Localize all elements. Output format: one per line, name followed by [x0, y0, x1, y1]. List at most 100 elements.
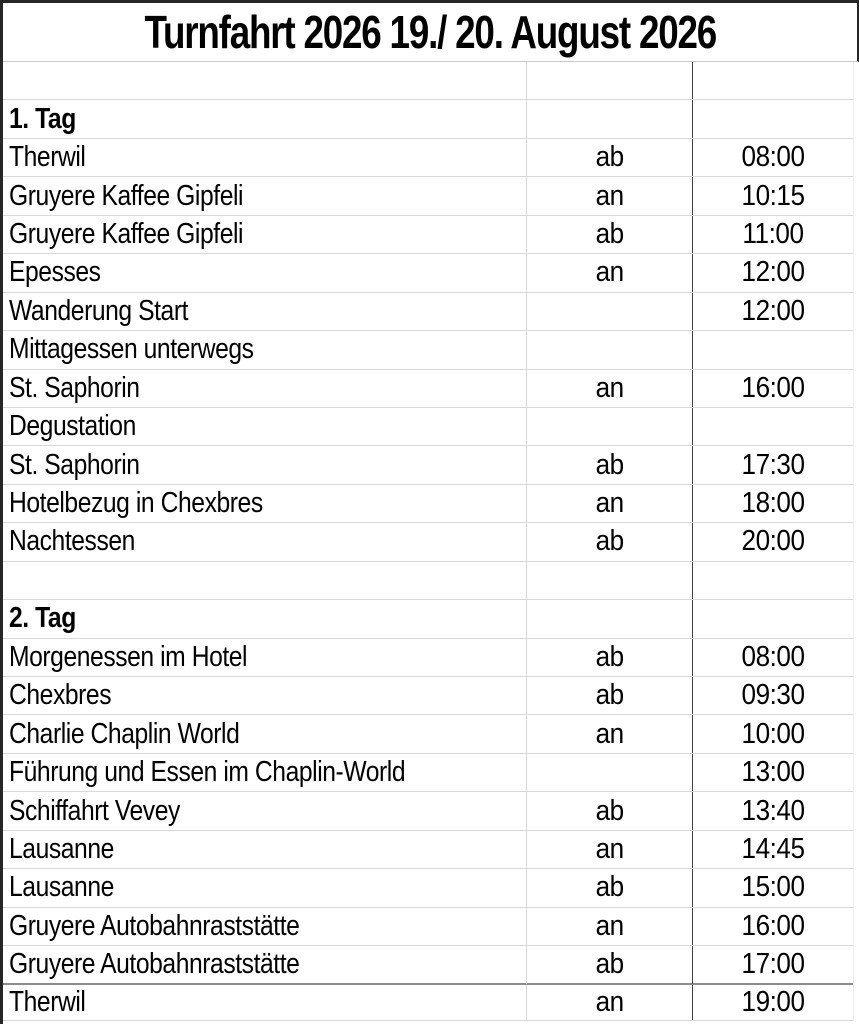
- row-description-cell: 1. Tag: [3, 100, 527, 138]
- row-description: Führung und Essen im Chaplin-World: [9, 756, 406, 789]
- row-description-cell: Wanderung Start: [3, 292, 527, 331]
- row-time: 09:30: [741, 679, 805, 712]
- row-description-cell: [3, 561, 527, 600]
- row-time-cell: 08:00: [693, 639, 853, 676]
- row-description-cell: 2. Tag: [3, 600, 527, 638]
- row-description: Gruyere Autobahnraststätte: [9, 909, 300, 942]
- table-row: Lausanne an 14:45: [3, 830, 853, 870]
- row-description-cell: Lausanne: [3, 830, 527, 869]
- row-direction-cell: ab: [527, 215, 693, 254]
- row-direction: an: [595, 909, 624, 942]
- row-time-cell: 08:00: [693, 139, 853, 176]
- row-description: Lausanne: [9, 832, 114, 865]
- row-direction-cell: an: [527, 907, 693, 946]
- table-row: Schiffahrt Vevey ab 13:40: [3, 792, 853, 831]
- row-direction-cell: an: [527, 254, 693, 292]
- row-time: 17:00: [741, 948, 805, 981]
- row-time-cell: [693, 62, 853, 99]
- table-row: Epesses an 12:00: [3, 254, 853, 293]
- row-direction: ab: [595, 217, 624, 250]
- row-direction-cell: ab: [527, 138, 693, 177]
- row-description-cell: Nachtessen: [3, 523, 527, 561]
- row-direction: ab: [595, 640, 624, 673]
- row-time: 18:00: [741, 487, 805, 520]
- row-description-cell: Hotelbezug in Chexbres: [3, 484, 527, 523]
- row-description-cell: Gruyere Autobahnraststätte: [3, 946, 527, 984]
- row-time: 10:15: [741, 179, 805, 212]
- row-time: 15:00: [741, 871, 805, 904]
- row-direction-cell: an: [527, 985, 693, 1021]
- row-direction: an: [595, 179, 624, 212]
- row-time: 16:00: [741, 909, 805, 942]
- table-row: Hotelbezug in Chexbres an 18:00: [3, 484, 853, 524]
- row-time: 08:00: [741, 640, 805, 673]
- row-time: 19:00: [741, 986, 805, 1019]
- row-description: Gruyere Kaffee Gipfeli: [9, 179, 244, 212]
- row-description: 2. Tag: [9, 602, 76, 635]
- table-row: Charlie Chaplin World an 10:00: [3, 715, 853, 754]
- row-direction-cell: [527, 600, 693, 638]
- row-description: Mittagessen unterwegs: [9, 333, 254, 366]
- row-time-cell: 16:00: [693, 908, 853, 945]
- row-time-cell: 12:00: [693, 293, 853, 330]
- row-direction: ab: [595, 448, 624, 481]
- table-row: [3, 62, 853, 101]
- row-direction-cell: [527, 561, 693, 600]
- row-direction: an: [595, 256, 624, 289]
- row-time-cell: 10:00: [693, 715, 853, 752]
- row-direction-cell: ab: [527, 523, 693, 561]
- row-direction-cell: ab: [527, 946, 693, 984]
- row-time: 08:00: [741, 141, 805, 174]
- row-time-cell: [693, 408, 853, 445]
- row-time: 11:00: [742, 217, 804, 250]
- row-time-cell: [693, 331, 853, 368]
- row-direction-cell: ab: [527, 446, 693, 484]
- row-description-cell: Gruyere Autobahnraststätte: [3, 907, 527, 946]
- table-row: Therwil ab 08:00: [3, 138, 853, 178]
- row-direction: an: [595, 986, 624, 1019]
- row-description: Charlie Chaplin World: [9, 717, 240, 750]
- row-description: 1. Tag: [9, 102, 76, 135]
- row-time-cell: 17:00: [693, 946, 853, 983]
- row-description-cell: Therwil: [3, 138, 527, 177]
- row-description: Gruyere Autobahnraststätte: [9, 948, 300, 981]
- row-time-cell: 16:00: [693, 370, 853, 407]
- row-direction-cell: an: [527, 369, 693, 407]
- table-row: Chexbres ab 09:30: [3, 677, 853, 716]
- row-time-cell: 10:15: [693, 177, 853, 214]
- row-direction: ab: [595, 794, 624, 827]
- row-time: 10:00: [741, 717, 805, 750]
- row-direction-cell: ab: [527, 677, 693, 715]
- row-time-cell: 18:00: [693, 485, 853, 522]
- row-direction: ab: [595, 948, 624, 981]
- row-description-cell: Führung und Essen im Chaplin-World: [3, 753, 527, 792]
- row-direction-cell: ab: [527, 638, 693, 676]
- row-description: Gruyere Kaffee Gipfeli: [9, 217, 244, 250]
- row-time: 12:00: [741, 256, 805, 289]
- row-time-cell: 12:00: [693, 254, 853, 291]
- table-row: Gruyere Autobahnraststätte an 16:00: [3, 907, 853, 947]
- row-description-cell: [3, 62, 527, 100]
- row-direction-cell: ab: [527, 869, 693, 907]
- table-row: Führung und Essen im Chaplin-World 13:00: [3, 753, 853, 793]
- table-row: 2. Tag: [3, 600, 853, 639]
- row-time-cell: 19:00: [693, 985, 853, 1020]
- row-description: Chexbres: [9, 679, 112, 712]
- row-time-cell: [693, 100, 853, 137]
- table-row: Nachtessen ab 20:00: [3, 523, 853, 562]
- row-direction: an: [595, 717, 624, 750]
- row-time-cell: [693, 562, 853, 599]
- row-direction-cell: [527, 407, 693, 446]
- row-direction-cell: [527, 62, 693, 100]
- row-description-cell: St. Saphorin: [3, 369, 527, 407]
- row-time-cell: 13:00: [693, 754, 853, 791]
- row-time-cell: 09:30: [693, 677, 853, 714]
- row-direction-cell: an: [527, 715, 693, 753]
- row-time-cell: [693, 600, 853, 637]
- row-time-cell: 17:30: [693, 446, 853, 483]
- row-description-cell: Charlie Chaplin World: [3, 715, 527, 753]
- row-description-cell: St. Saphorin: [3, 446, 527, 484]
- row-description-cell: Degustation: [3, 407, 527, 446]
- row-description-cell: Schiffahrt Vevey: [3, 792, 527, 830]
